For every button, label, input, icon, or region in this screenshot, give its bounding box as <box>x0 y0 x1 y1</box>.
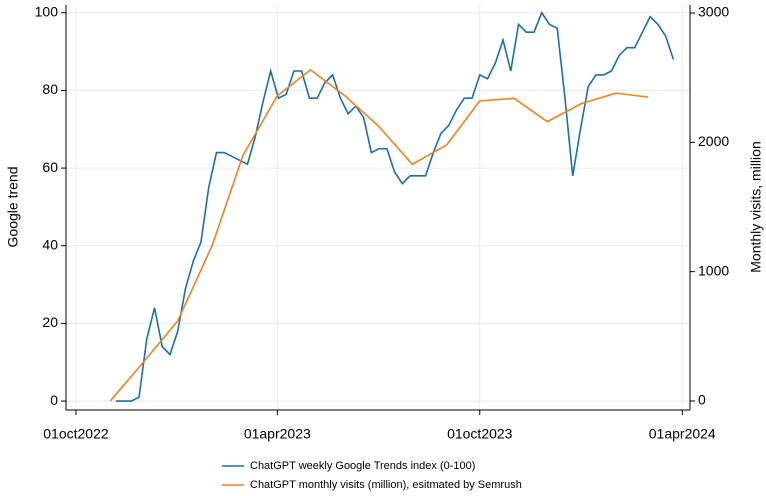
y2-tick-label: 1000 <box>698 262 729 278</box>
y-tick-label: 0 <box>50 392 58 408</box>
series-line <box>109 68 649 402</box>
y-axis-title: Google trend <box>5 167 21 248</box>
x-tick-label: 01oct2023 <box>447 426 513 442</box>
x-tick-label: 01oct2022 <box>43 426 109 442</box>
y-tick-label: 40 <box>42 236 58 252</box>
x-tick-label: 01apr2024 <box>649 426 716 442</box>
y2-tick-label: 3000 <box>698 4 729 20</box>
y2-tick-label: 2000 <box>698 133 729 149</box>
y-tick-label: 100 <box>35 3 59 19</box>
series-line <box>115 11 675 402</box>
y-tick-label: 80 <box>42 81 58 97</box>
y-tick-label: 20 <box>42 314 58 330</box>
y2-axis-title: Monthly visits, million <box>748 141 764 272</box>
legend-label: ChatGPT monthly visits (million), esitma… <box>250 479 522 491</box>
y2-tick-label: 0 <box>698 392 706 408</box>
legend-label: ChatGPT weekly Google Trends index (0-10… <box>250 460 475 472</box>
y-tick-label: 60 <box>42 159 58 175</box>
x-tick-label: 01apr2023 <box>244 426 311 442</box>
